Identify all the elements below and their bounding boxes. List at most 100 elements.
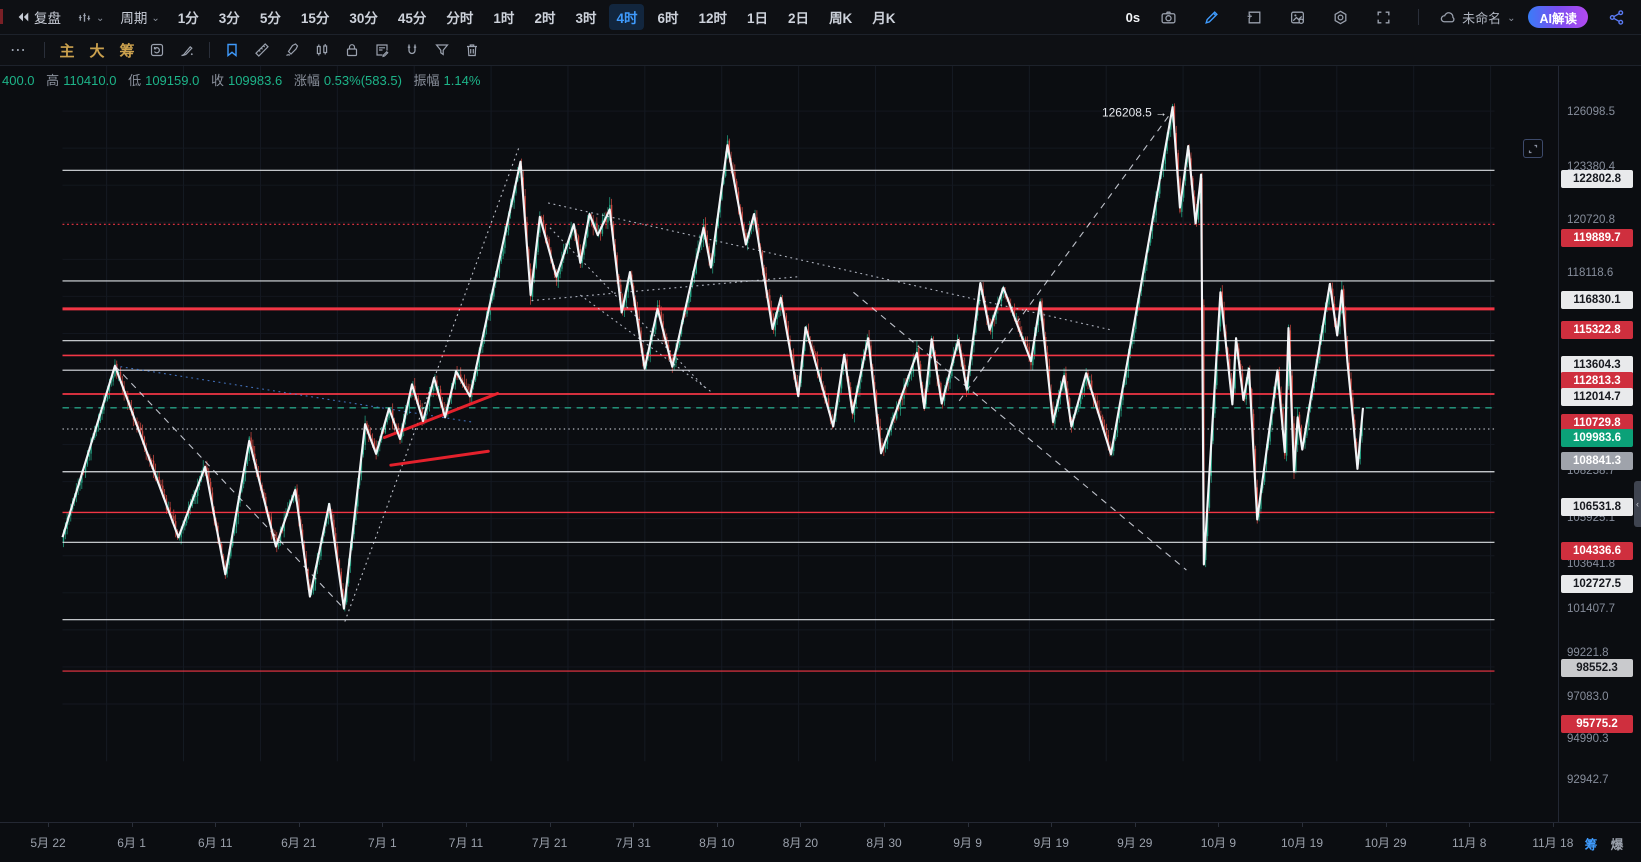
divider (44, 42, 45, 58)
date-label: 10月 19 (1280, 836, 1324, 850)
filter-tool-icon[interactable] (427, 37, 457, 63)
axis-tick-label: 94990.3 (1567, 732, 1609, 745)
time-tick (1552, 823, 1554, 827)
date-label: 6月 21 (281, 836, 317, 850)
trend-line (547, 202, 1112, 331)
candles-tool-icon[interactable] (307, 37, 337, 63)
timeframe-button-分时[interactable]: 分时 (446, 11, 474, 26)
notes-tool-icon[interactable] (367, 37, 397, 63)
price-level-badge[interactable]: 102727.5 (1561, 574, 1633, 593)
low-label: 低 (128, 73, 142, 88)
price-level-badge[interactable]: 116830.1 (1561, 290, 1633, 309)
zigzag-line (61, 106, 1365, 610)
price-axis[interactable]: 126098.5 123380.4 120720.8 118118.6 108258.7… (1558, 66, 1641, 822)
price-level-badge[interactable]: 95775.2 (1561, 714, 1633, 733)
time-tick (466, 823, 467, 827)
axis-tick-label: 97083.0 (1567, 690, 1609, 703)
timeframe-button-15分[interactable]: 15分 (300, 11, 330, 26)
settings-gear-icon[interactable] (1325, 4, 1355, 30)
time-axis[interactable]: 5月 22 6月 1 6月 11 6月 21 7月 1 7月 11 7月 21 7月 31 8月… (0, 822, 1641, 862)
fullscreen-icon[interactable] (1368, 4, 1398, 30)
current-price-badge[interactable]: 109983.6 (1561, 428, 1633, 447)
overlay-chips-button[interactable]: 筹 (119, 42, 135, 60)
timeframe-button-6时[interactable]: 6时 (657, 11, 679, 26)
axis-tick-label: 123380.4 (1567, 160, 1615, 173)
chevron-down-icon: ⌄ (151, 12, 160, 24)
price-level-badge[interactable]: 112813.3 (1561, 371, 1633, 390)
time-tick (48, 823, 49, 827)
share-icon[interactable] (1601, 4, 1631, 30)
date-label: 11月 18 (1532, 836, 1574, 850)
price-level-badge[interactable]: 119889.7 (1561, 229, 1633, 248)
overlay-main-button[interactable]: 主 (59, 42, 75, 60)
price-level-badge[interactable]: 106531.8 (1561, 498, 1633, 517)
time-tick (716, 823, 718, 827)
timeframe-button-3时[interactable]: 3时 (575, 11, 597, 26)
add-pane-icon[interactable] (1239, 4, 1269, 30)
price-level-badge[interactable]: 115322.8 (1561, 321, 1633, 340)
timeframe-button-1分[interactable]: 1分 (177, 11, 199, 26)
channel-line (382, 391, 500, 440)
timeframe-button-30分[interactable]: 30分 (349, 11, 378, 26)
trend-line (344, 147, 520, 622)
timeframe-button-3分[interactable]: 3分 (218, 11, 240, 26)
trend-line (114, 365, 345, 609)
lock-tool-icon[interactable] (337, 37, 367, 63)
price-level-badge[interactable]: 98552.3 (1561, 658, 1633, 677)
drawing-toolbar: ⋯ 主 大 筹 (0, 35, 1641, 66)
chart-type-button[interactable]: ⌄ (69, 0, 112, 34)
overlay-big-button[interactable]: 大 (89, 42, 105, 60)
pencil-tool-icon[interactable] (277, 37, 307, 63)
timeframe-button-周K[interactable]: 周K (829, 11, 853, 26)
time-tick (1134, 823, 1136, 827)
price-level-badge[interactable]: 110729.8 (1561, 413, 1633, 432)
timeframe-button-月K[interactable]: 月K (872, 11, 896, 26)
trash-tool-icon[interactable] (457, 37, 487, 63)
timeframe-button-4时[interactable]: 4时 (609, 4, 645, 30)
open-value: 400.0 (2, 73, 35, 88)
date-label: 10月 9 (1200, 836, 1237, 850)
ai-explain-button[interactable]: AI解读 (1528, 6, 1588, 28)
timeframe-button-45分[interactable]: 45分 (397, 11, 427, 26)
magnet-tool-icon[interactable] (397, 37, 427, 63)
timeframe-button-1时[interactable]: 1时 (493, 11, 515, 26)
price-level-badge[interactable]: 122802.8 (1561, 170, 1633, 189)
more-menu-button[interactable]: ⋯ (10, 42, 27, 59)
time-tick (382, 823, 384, 827)
replace-sync-icon[interactable] (142, 37, 172, 63)
layout-image-icon[interactable] (1282, 4, 1312, 30)
timeframe-button-2日[interactable]: 2日 (788, 11, 810, 26)
high-value: 110410.0 (63, 73, 117, 88)
timeframe-button-5分[interactable]: 5分 (259, 11, 281, 26)
price-level-badge[interactable]: 112014.7 (1561, 387, 1633, 406)
time-tick (298, 823, 300, 827)
period-menu[interactable]: 周期 ⌄ (112, 0, 167, 34)
bookmark-tool-icon[interactable] (217, 37, 247, 63)
timeframe-button-1日[interactable]: 1日 (747, 11, 769, 26)
axis-extra-爆[interactable]: 爆 (1610, 838, 1624, 852)
magic-brush-icon[interactable] (172, 37, 202, 63)
date-label: 6月 1 (117, 836, 146, 850)
draw-pencil-icon[interactable] (1196, 4, 1226, 30)
screenshot-camera-icon[interactable] (1153, 4, 1183, 30)
chart-canvas[interactable]: 126208.5 → (0, 66, 1557, 822)
close-label: 收 (210, 73, 224, 88)
maximize-pane-icon[interactable] (1523, 139, 1543, 158)
price-level-badge[interactable]: 104336.6 (1561, 542, 1633, 561)
price-annotation: 126208.5 → (1102, 106, 1167, 120)
replay-label: 复盘 (34, 11, 61, 26)
cloud-icon (1439, 9, 1456, 26)
axis-collapse-handle[interactable]: ‹ (1634, 481, 1641, 527)
axis-extra-筹[interactable]: 筹 (1584, 838, 1598, 852)
timeframe-button-2时[interactable]: 2时 (534, 11, 556, 26)
cloud-doc[interactable]: 未命名 ⌄ (1439, 8, 1515, 27)
bar-series-icon (77, 10, 92, 25)
amplitude-label: 振幅 (413, 73, 440, 88)
price-level-badge[interactable]: 108841.3 (1561, 451, 1633, 470)
replay-button[interactable]: 复盘 (8, 0, 69, 34)
axis-tick-label: 126098.5 (1567, 106, 1615, 118)
timeframe-button-12时[interactable]: 12时 (698, 11, 728, 26)
ruler-tool-icon[interactable] (247, 37, 277, 63)
price-level-badge[interactable]: 113604.3 (1561, 355, 1633, 374)
